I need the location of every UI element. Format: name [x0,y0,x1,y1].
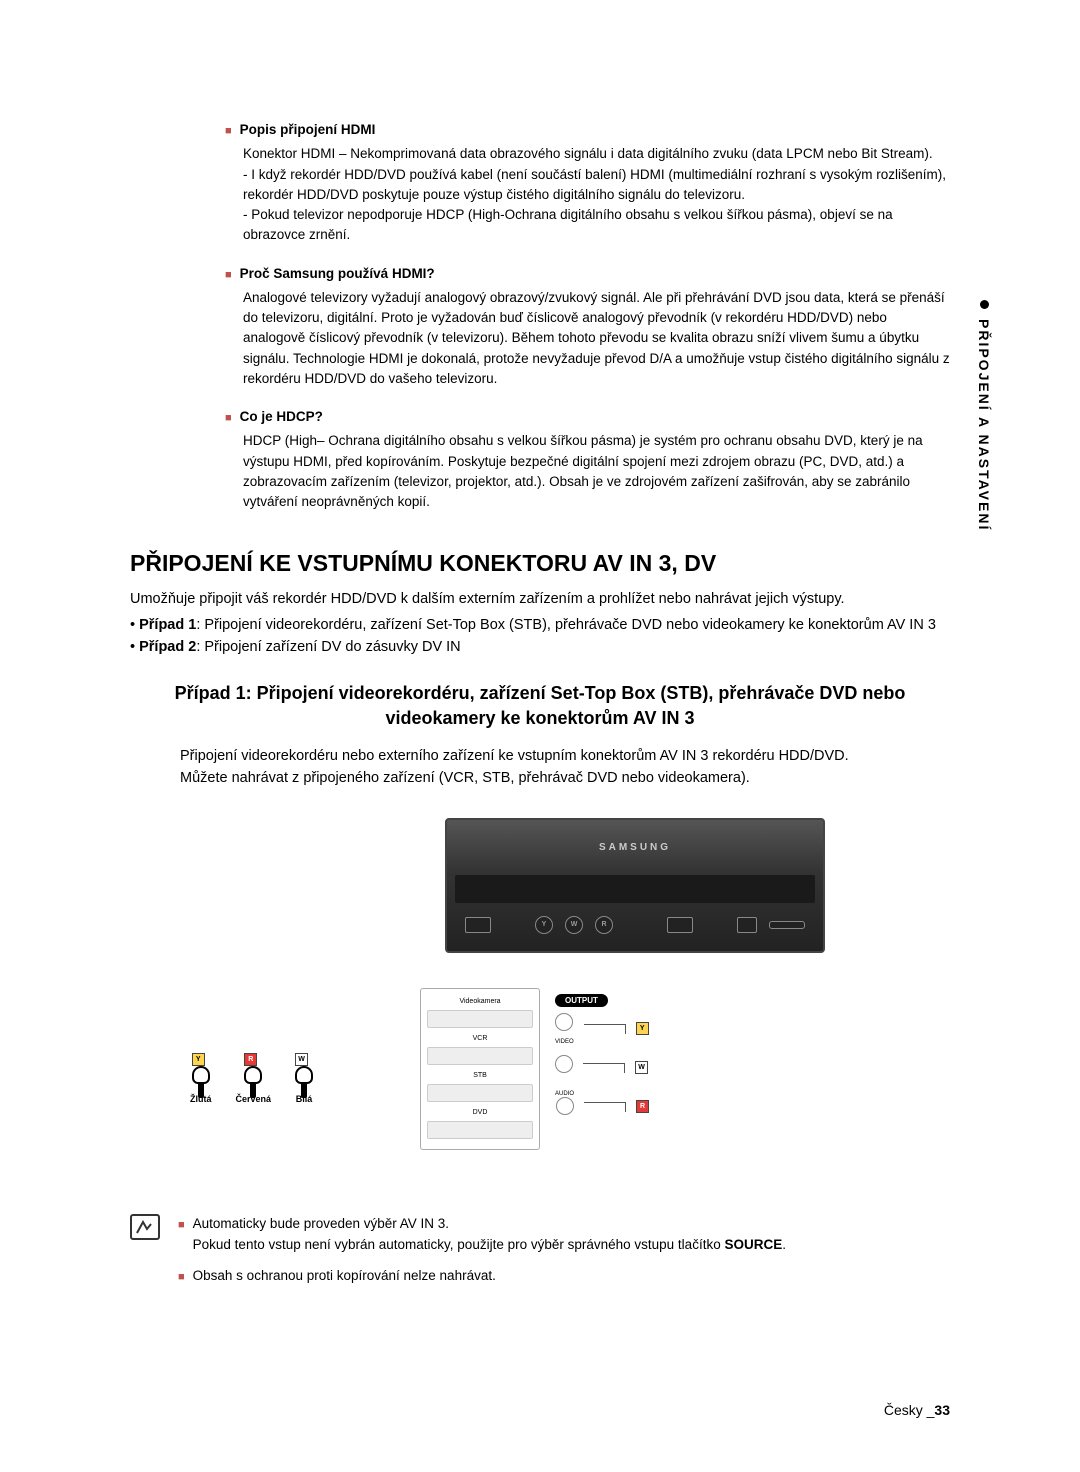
note-2: Obsah s ochranou proti kopírování nelze … [193,1266,496,1287]
hdmi-desc-line-0: Konektor HDMI – Nekomprimovaná data obra… [243,144,950,164]
bullet-icon: ■ [225,410,232,427]
connection-diagram: SAMSUNG Y W R Videokamera VCR STB DVD OU… [130,818,950,1188]
bullet-icon: ■ [225,267,232,284]
device-brand: SAMSUNG [447,820,823,875]
section-why-hdmi: ■ Proč Samsung používá HDMI? Analogové t… [225,264,950,390]
hdmi-desc-title: Popis připojení HDMI [240,120,376,140]
hdmi-desc-line-2: - Pokud televizor nepodporuje HDCP (High… [243,205,950,246]
dev-vcr: VCR [427,1032,533,1045]
footer-lang: Česky _ [884,1402,935,1418]
dev-img [427,1047,533,1065]
dev-stb: STB [427,1069,533,1082]
port-dvin [737,917,757,933]
plug-letter: R [244,1053,257,1066]
plug-r: R [636,1100,649,1113]
case1-line: • Případ 1: Připojení videorekordéru, za… [130,615,950,637]
wire [583,1063,625,1073]
case1-text: : Připojení videorekordéru, zařízení Set… [196,617,936,633]
plug-col-r: R Červená [236,1048,272,1104]
intro-text: Umožňuje připojit váš rekordér HDD/DVD k… [130,589,950,611]
case2-label: Případ 2 [139,639,196,655]
port-usb [769,921,805,929]
dev-img [427,1121,533,1139]
why-hdmi-title: Proč Samsung používá HDMI? [240,264,435,284]
hdcp-title: Co je HDCP? [240,407,323,427]
main-heading: PŘIPOJENÍ KE VSTUPNÍMU KONEKTORU AV IN 3… [130,550,950,577]
section-hdcp: ■ Co je HDCP? HDCP (High– Ochrana digitá… [225,407,950,512]
port-y: Y [535,916,553,934]
plug-letter: W [295,1053,308,1066]
paragraph-1: Připojení videorekordéru nebo externího … [180,745,950,767]
dev-img [427,1010,533,1028]
dev-dvd: DVD [427,1106,533,1119]
rca-video [555,1013,573,1031]
plug-letter: Y [192,1053,205,1066]
port-r: R [595,916,613,934]
why-hdmi-body: Analogové televizory vyžadují analogový … [243,288,950,389]
case2-line: • Případ 2: Připojení zařízení DV do zás… [130,637,950,659]
bullet-icon: ■ [178,1217,185,1256]
hdmi-desc-line-1: - I když rekordér HDD/DVD používá kabel … [243,165,950,206]
rca-audio-w [555,1055,573,1073]
case1-label: Případ 1 [139,617,196,633]
wire [584,1102,626,1112]
device-display [455,875,815,903]
note-icon [130,1214,160,1240]
plug-col-w: W Bílá [295,1048,313,1104]
page-footer: Česky _33 [884,1402,950,1418]
port-w: W [565,916,583,934]
notes: ■ Automaticky bude proveden výběr AV IN … [130,1214,950,1297]
bullet-icon: ■ [225,123,232,140]
port-rect [667,917,693,933]
plug-col-y: Y Žlutá [190,1048,212,1104]
output-block: OUTPUT VIDEO Y W AUDIO [555,990,649,1123]
wire [584,1024,626,1034]
sub-heading: Případ 1: Připojení videorekordéru, zaří… [130,681,950,731]
rca-audio-label: AUDIO [555,1091,574,1097]
plug-y: Y [636,1022,649,1035]
output-label: OUTPUT [555,994,608,1007]
dev-videokamera: Videokamera [427,995,533,1008]
footer-page: 33 [934,1402,950,1418]
bullet-icon: ■ [178,1269,185,1287]
dev-img [427,1084,533,1102]
note-1b-bold: SOURCE [724,1237,782,1252]
note-1: Automaticky bude proveden výběr AV IN 3. [193,1216,449,1231]
case2-text: : Připojení zařízení DV do zásuvky DV IN [196,639,460,655]
note-1b-pre: Pokud tento vstup není vybrán automatick… [193,1237,725,1252]
plug-w: W [635,1061,648,1074]
side-dot-icon [980,300,989,309]
paragraph-2: Můžete nahrávat z připojeného zařízení (… [180,767,950,789]
section-hdmi-desc: ■ Popis připojení HDMI Konektor HDMI – N… [225,120,950,246]
side-tab-label: PŘIPOJENÍ A NASTAVENÍ [976,319,992,531]
plug-tip-icon [250,1082,256,1098]
device-ports: Y W R [447,903,823,947]
hdcp-body: HDCP (High– Ochrana digitálního obsahu s… [243,431,950,512]
recorder-device: SAMSUNG Y W R [445,818,825,953]
source-devices: Videokamera VCR STB DVD [420,988,540,1150]
plugs-legend: Y Žlutá R Červená W Bílá [190,1048,313,1104]
plug-tip-icon [301,1082,307,1098]
plug-tip-icon [198,1082,204,1098]
side-tab: PŘIPOJENÍ A NASTAVENÍ [976,300,992,531]
port-rect [465,917,491,933]
rca-video-label: VIDEO [555,1039,574,1045]
rca-audio-r [556,1097,574,1115]
